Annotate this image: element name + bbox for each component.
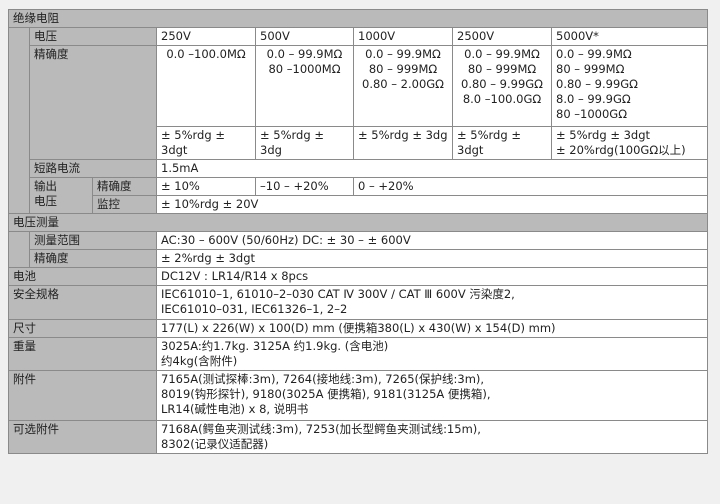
label-accessories: 附件 bbox=[8, 370, 157, 421]
range-500: 0.0 – 99.9MΩ 80 –1000MΩ bbox=[255, 45, 354, 127]
accessories-value: 7165A(测试探棒:3m), 7264(接地线:3m), 7265(保护线:3… bbox=[156, 370, 708, 421]
label-battery: 电池 bbox=[8, 267, 157, 286]
output-accuracy-high: 0 – +20% bbox=[353, 177, 708, 196]
accuracy-2500: ± 5%rdg ± 3dgt bbox=[452, 126, 552, 160]
battery-value: DC12V : LR14/R14 x 8pcs bbox=[156, 267, 708, 286]
label-dimensions: 尺寸 bbox=[8, 319, 157, 338]
range-250: 0.0 –100.0MΩ bbox=[156, 45, 256, 127]
voltage-500: 500V bbox=[255, 27, 354, 46]
label-monitor: 监控 bbox=[92, 195, 157, 214]
accuracy-500: ± 5%rdg ± 3dg bbox=[255, 126, 354, 160]
output-accuracy-500: –10 – +20% bbox=[255, 177, 354, 196]
label-output-voltage: 输出 电压 bbox=[29, 177, 93, 214]
label-accuracy: 精确度 bbox=[29, 45, 157, 160]
range-value: AC:30 – 600V (50/60Hz) DC: ± 30 – ± 600V bbox=[156, 231, 708, 250]
label-range: 测量范围 bbox=[29, 231, 157, 250]
optional-accessories-value: 7168A(鳄鱼夹测试线:3m), 7253(加长型鳄鱼夹测试线:15m), 8… bbox=[156, 420, 708, 454]
voltage-1000: 1000V bbox=[353, 27, 453, 46]
label-short-circuit: 短路电流 bbox=[29, 159, 157, 178]
indent bbox=[8, 231, 30, 268]
voltage-5000: 5000V* bbox=[551, 27, 708, 46]
label-optional-accessories: 可选附件 bbox=[8, 420, 157, 454]
vm-accuracy-value: ± 2%rdg ± 3dgt bbox=[156, 249, 708, 268]
range-1000: 0.0 – 99.9MΩ 80 – 999MΩ 0.80 – 2.00GΩ bbox=[353, 45, 453, 127]
accuracy-5000: ± 5%rdg ± 3dgt ± 20%rdg(100GΩ以上) bbox=[551, 126, 708, 160]
monitor-value: ± 10%rdg ± 20V bbox=[156, 195, 708, 214]
short-circuit-value: 1.5mA bbox=[156, 159, 708, 178]
voltage-2500: 2500V bbox=[452, 27, 552, 46]
indent bbox=[8, 27, 30, 214]
accuracy-1000: ± 5%rdg ± 3dg bbox=[353, 126, 453, 160]
range-5000: 0.0 – 99.9MΩ 80 – 999MΩ 0.80 – 9.99GΩ 8.… bbox=[551, 45, 708, 127]
section-voltage-measurement: 电压测量 bbox=[8, 213, 708, 232]
label-vm-accuracy: 精确度 bbox=[29, 249, 157, 268]
safety-value: IEC61010–1, 61010–2–030 CAT Ⅳ 300V / CAT… bbox=[156, 285, 708, 320]
range-2500: 0.0 – 99.9MΩ 80 – 999MΩ 0.80 – 9.99GΩ 8.… bbox=[452, 45, 552, 127]
label-voltage: 电压 bbox=[29, 27, 157, 46]
label-safety: 安全规格 bbox=[8, 285, 157, 320]
section-insulation: 绝缘电阻 bbox=[8, 9, 708, 28]
label-weight: 重量 bbox=[8, 337, 157, 371]
spec-table: 绝缘电阻 电压 250V 500V 1000V 2500V 5000V* 精确度… bbox=[8, 9, 708, 454]
dimensions-value: 177(L) x 226(W) x 100(D) mm (便携箱380(L) x… bbox=[156, 319, 708, 338]
weight-value: 3025A:约1.7kg. 3125A 约1.9kg. (含电池) 约4kg(含… bbox=[156, 337, 708, 371]
accuracy-250: ± 5%rdg ± 3dgt bbox=[156, 126, 256, 160]
voltage-250: 250V bbox=[156, 27, 256, 46]
output-accuracy-250: ± 10% bbox=[156, 177, 256, 196]
label-output-accuracy: 精确度 bbox=[92, 177, 157, 196]
